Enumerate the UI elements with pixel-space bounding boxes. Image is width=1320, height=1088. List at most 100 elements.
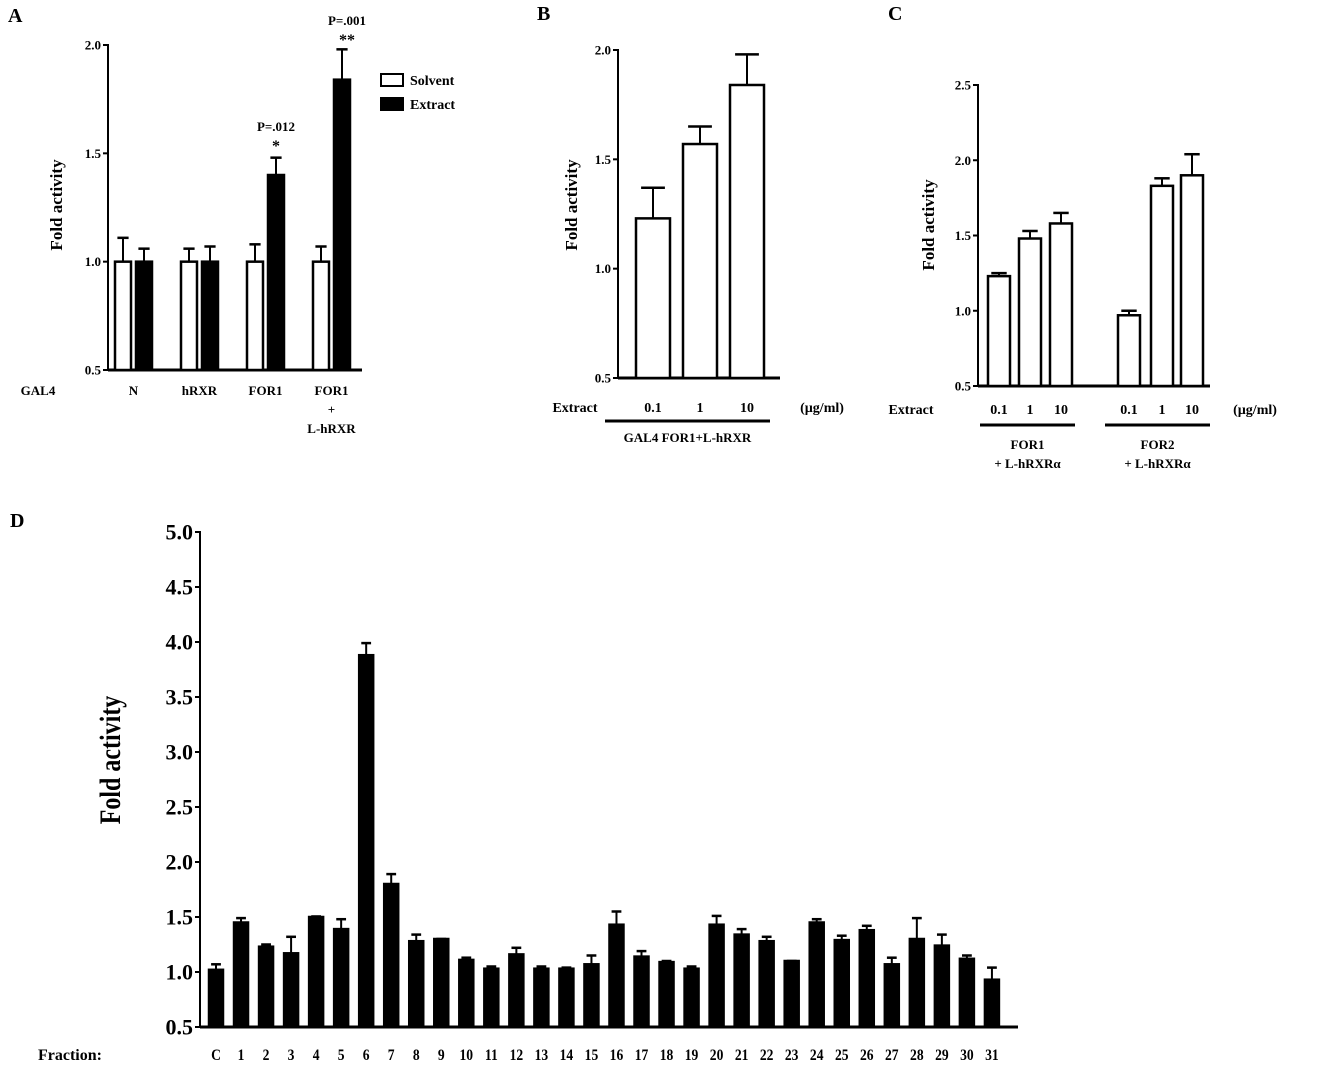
category-label-c: 0.1 (990, 403, 1008, 418)
category-label-d: 27 (885, 1047, 899, 1064)
category-label-c: 10 (1054, 403, 1068, 418)
bar-a (179, 260, 199, 372)
category-label-b: 10 (740, 401, 754, 416)
bar-d (833, 938, 850, 1029)
category-label-b: 1 (697, 401, 704, 416)
bar-d (508, 953, 525, 1029)
bar-d (808, 921, 825, 1029)
bar-d (608, 923, 625, 1029)
bar-d (357, 653, 375, 1029)
y-tick-label-d: 2.0 (166, 850, 194, 875)
significance-stars: ** (339, 32, 355, 49)
bar-b (634, 217, 672, 380)
x-prefix-label-c: Extract (888, 403, 933, 418)
bar-d (858, 928, 876, 1029)
bar-d (883, 963, 901, 1029)
bar-a (311, 260, 331, 372)
y-tick-label-c: 1.0 (955, 303, 971, 318)
category-label-d: 31 (985, 1047, 999, 1064)
bar-d (257, 945, 275, 1029)
category-label-d: 20 (710, 1047, 724, 1064)
bar-a (200, 260, 220, 372)
category-label-d: 26 (860, 1047, 874, 1064)
category-label-d: 14 (560, 1047, 574, 1064)
legend-label: Extract (410, 98, 455, 113)
category-label-a: FOR1 (249, 383, 283, 398)
y-tick-label-c: 0.5 (955, 379, 972, 394)
bar-b (728, 83, 766, 380)
category-label-c: 0.1 (1120, 403, 1138, 418)
y-tick-label-d: 3.5 (166, 685, 194, 710)
p-value-annotation: P=.012 (257, 119, 295, 134)
x-prefix-label-a: GAL4 (21, 383, 56, 398)
category-label-c: 10 (1185, 403, 1199, 418)
category-label-d: 6 (363, 1047, 370, 1064)
category-label-d: 25 (835, 1047, 849, 1064)
y-tick-label-d: 0.5 (166, 1015, 194, 1040)
y-tick-label-d: 3.0 (166, 740, 194, 765)
panel-letter-c: C (888, 3, 902, 25)
x-prefix-label-b: Extract (552, 401, 597, 416)
legend-label: Solvent (410, 74, 455, 89)
bar-d (683, 967, 700, 1029)
category-label-d: 2 (263, 1047, 270, 1064)
category-label-d: 24 (810, 1047, 824, 1064)
y-axis-label-c: Fold activity (919, 179, 938, 271)
bar-d (458, 958, 475, 1029)
y-tick-label-d: 1.0 (166, 960, 194, 985)
group-label-c: FOR2 (1141, 437, 1175, 452)
bar-c (986, 274, 1012, 388)
category-label-d: 30 (960, 1047, 974, 1064)
bar-d (483, 967, 500, 1029)
category-label-d: 28 (910, 1047, 924, 1064)
category-label-a: + (328, 402, 335, 417)
group-label-c: FOR1 (1011, 437, 1045, 452)
panel-letter-d: D (10, 510, 24, 532)
significance-stars: * (272, 138, 280, 155)
bar-c (1179, 174, 1205, 388)
y-tick-label-a: 2.0 (85, 38, 101, 53)
y-tick-label-d: 4.0 (166, 630, 194, 655)
bar-d (733, 933, 750, 1029)
category-label-c: 1 (1027, 403, 1034, 418)
bar-d (658, 960, 675, 1029)
bar-a (113, 260, 133, 372)
category-label-a: hRXR (182, 383, 218, 398)
category-label-d: 4 (313, 1047, 320, 1064)
category-label-d: 13 (535, 1047, 549, 1064)
category-label-d: 10 (460, 1047, 474, 1064)
y-tick-label-b: 2.0 (595, 43, 611, 58)
y-tick-label-b: 1.0 (595, 261, 611, 276)
bar-d (908, 937, 926, 1029)
group-label-c: + L-hRXRα (994, 456, 1061, 471)
category-label-d: 29 (935, 1047, 949, 1064)
panel-letter-a: A (8, 5, 23, 27)
category-label-a: L-hRXR (307, 421, 356, 436)
category-label-d: 12 (510, 1047, 524, 1064)
bar-a (266, 173, 286, 372)
bar-d (207, 968, 225, 1029)
x-unit-label-b: (µg/ml) (800, 401, 844, 416)
bar-d (958, 957, 976, 1029)
category-label-d: 22 (760, 1047, 774, 1064)
y-tick-label-d: 2.5 (166, 795, 194, 820)
bar-d (332, 927, 350, 1029)
bar-d (583, 963, 600, 1029)
bar-d (232, 921, 250, 1029)
y-tick-label-a: 0.5 (85, 363, 102, 378)
bar-b (681, 142, 719, 380)
y-tick-label-c: 2.5 (955, 78, 972, 93)
category-label-d: 23 (785, 1047, 799, 1064)
bar-a (134, 260, 154, 372)
category-label-a: FOR1 (315, 383, 349, 398)
y-tick-label-a: 1.0 (85, 254, 101, 269)
y-tick-label-b: 1.5 (595, 152, 612, 167)
y-axis-label-b: Fold activity (562, 159, 581, 251)
category-label-a: N (129, 383, 139, 398)
y-tick-label-d: 4.5 (166, 575, 194, 600)
bar-d (758, 939, 775, 1029)
category-label-d: 8 (413, 1047, 420, 1064)
category-label-d: 19 (685, 1047, 699, 1064)
x-prefix-label-d: Fraction: (38, 1047, 102, 1064)
